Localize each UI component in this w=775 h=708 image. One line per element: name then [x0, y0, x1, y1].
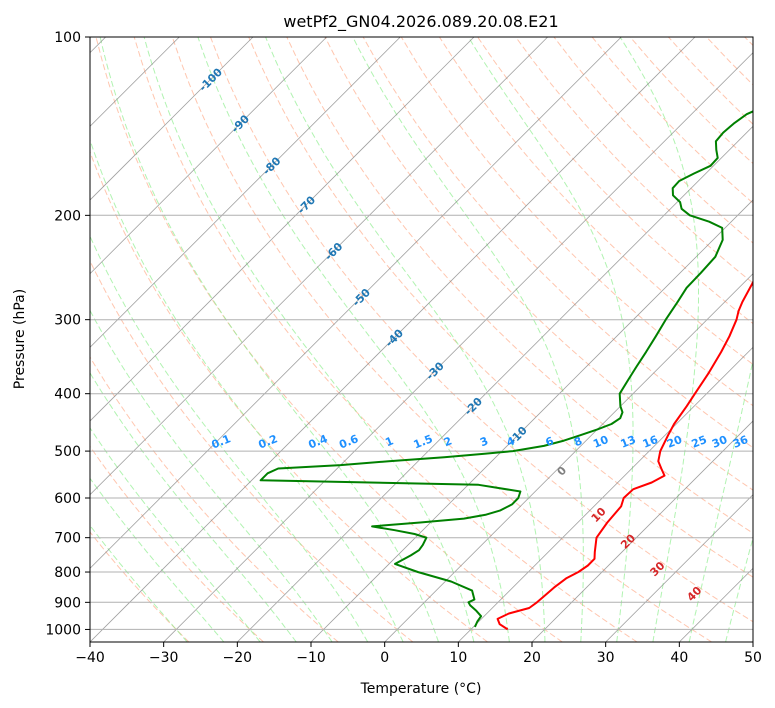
isotherm-line: [531, 420, 753, 642]
dry-adiabat-line: [90, 356, 339, 642]
isotherm-line: [605, 494, 753, 642]
y-tick-label: 600: [54, 491, 81, 507]
isotherms: [90, 37, 753, 642]
mixing-ratio-label: 8: [572, 434, 584, 449]
y-tick-label: 500: [54, 444, 81, 460]
isotherm-line: [384, 273, 753, 642]
moist-adiabat-line: [143, 37, 475, 642]
mixing-ratio-label: 13: [619, 433, 638, 451]
x-tick-label: 20: [523, 650, 541, 666]
y-tick-label: 1000: [45, 622, 81, 638]
y-axis-title: Pressure (hPa): [12, 289, 28, 389]
moist-adiabat-line: [265, 37, 546, 642]
x-axis-title: Temperature (°C): [360, 681, 482, 697]
sounding-profiles: [259, 110, 753, 631]
moist-adiabat-line: [467, 37, 634, 642]
isotherm-line: [163, 52, 753, 642]
isotherm-line: [458, 346, 753, 642]
mixing-ratio-label: 20: [665, 433, 684, 451]
x-tick-label: −40: [75, 650, 105, 666]
x-tick-label: 30: [597, 650, 615, 666]
temperature-profile-line: [496, 280, 753, 631]
x-tick-label: −10: [296, 650, 326, 666]
y-tick-label: 400: [54, 387, 81, 403]
isotherm-line: [90, 37, 401, 348]
moist-adiabat-line: [90, 477, 225, 642]
chart-title: wetPf2_GN04.2026.089.20.08.E21: [283, 12, 558, 32]
dry-adiabat-line: [210, 37, 753, 623]
moist-adiabat-line: [619, 37, 699, 642]
x-tick-label: 50: [744, 650, 762, 666]
moist-adiabat-line: [90, 371, 297, 642]
moist-adiabat-line: [688, 358, 753, 642]
dry-adiabat-line: [400, 37, 753, 407]
dry-adiabat-line: [90, 150, 488, 642]
mixing-ratio-label: 1: [383, 434, 395, 449]
moist-adiabat-line: [90, 427, 261, 642]
dry-adiabat-line: [133, 37, 638, 642]
isotherm-line: [90, 37, 254, 201]
moist-adiabat-line: [90, 138, 404, 642]
mixing-ratio-label: 3: [478, 434, 490, 449]
mixing-ratio-label: 2: [442, 434, 454, 449]
isotherm-line: [310, 199, 753, 642]
isotherm-line: [90, 37, 327, 275]
x-tick-label: −20: [223, 650, 253, 666]
dry-adiabat-line: [248, 37, 753, 578]
dewpoint-profile-line: [259, 110, 753, 628]
y-tick-label: 700: [54, 531, 81, 547]
x-tick-label: 10: [449, 650, 467, 666]
y-tick-label: 800: [54, 565, 81, 581]
y-axis: 1000 900 800 700 600 500 400 300 200 100: [45, 30, 90, 638]
y-tick-label: 200: [54, 208, 81, 224]
moist-adiabats: [90, 37, 753, 642]
dry-adiabat-line: [95, 37, 563, 642]
y-tick-label: 900: [54, 595, 81, 611]
y-tick-label: 100: [54, 30, 81, 46]
isotherm-line: [90, 37, 622, 569]
isotherm-line: [90, 37, 696, 642]
dry-adiabat-line: [90, 531, 190, 642]
moist-adiabat-line: [90, 235, 369, 642]
dry-adiabat-line: [90, 445, 264, 642]
x-tick-label: −30: [149, 650, 179, 666]
moist-adiabat-line: [90, 524, 188, 642]
mixing-ratio-label: 10: [591, 433, 610, 451]
axes-frame: [89, 36, 754, 643]
x-tick-label: 0: [380, 650, 389, 666]
y-tick-label: 300: [54, 313, 81, 329]
moist-adiabat-line: [352, 37, 584, 642]
moist-adiabat-line: [99, 37, 439, 642]
x-axis: −40 −30 −20 −10 0 10 20 30 40 50: [75, 642, 762, 666]
isotherm-line: [237, 125, 753, 642]
x-tick-label: 40: [670, 650, 688, 666]
isotherm-line: [90, 37, 475, 422]
isobar-gridlines: [90, 37, 753, 630]
isotherm-line: [90, 37, 548, 496]
mixing-ratio-label: 25: [690, 433, 709, 451]
plot-area: -100-90-80-70-60-50-40-30-20-10 0.1 0.2 0.…: [90, 37, 753, 642]
mixing-ratio-label: 16: [641, 433, 660, 451]
mixing-ratio-label: 36: [731, 433, 750, 451]
mixing-ratio-label: 30: [710, 433, 729, 451]
dry-adiabat-line: [515, 37, 753, 284]
moist-adiabat-line: [197, 37, 510, 642]
dry-adiabat-line: [438, 37, 753, 366]
